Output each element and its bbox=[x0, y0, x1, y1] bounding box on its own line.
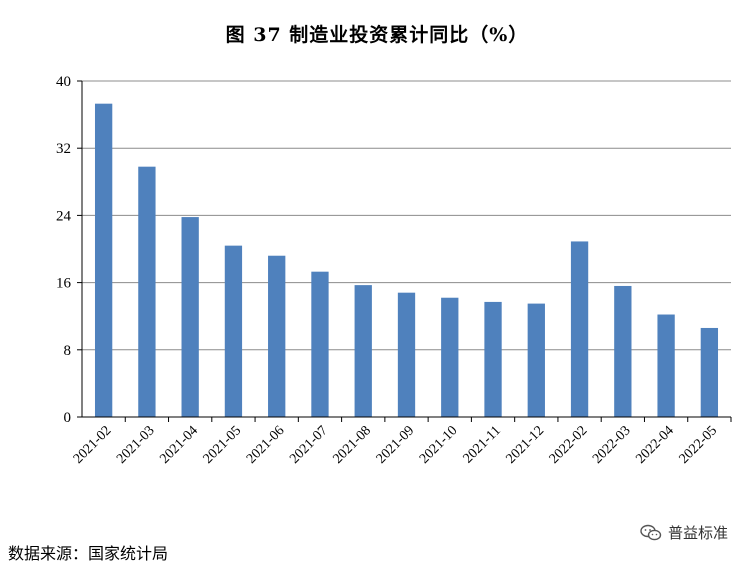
y-tick-label: 8 bbox=[64, 343, 72, 359]
x-tick-label: 2021-03 bbox=[114, 423, 158, 467]
x-tick-label: 2021-09 bbox=[374, 423, 418, 467]
bar bbox=[268, 255, 286, 417]
bar bbox=[94, 103, 113, 418]
bar bbox=[484, 301, 502, 417]
x-tick-label: 2021-06 bbox=[244, 423, 288, 467]
x-tick-label: 2022-05 bbox=[677, 423, 721, 467]
bar bbox=[354, 285, 372, 417]
bar bbox=[570, 241, 589, 417]
x-tick-label: 2021-02 bbox=[71, 423, 115, 467]
x-tick-label: 2022-03 bbox=[590, 423, 634, 467]
x-tick-label: 2022-02 bbox=[547, 423, 591, 467]
x-tick-label: 2022-04 bbox=[633, 423, 677, 467]
watermark: 普益标准 bbox=[640, 522, 728, 543]
x-tick-label: 2021-10 bbox=[417, 423, 461, 467]
x-tick-label: 2021-11 bbox=[461, 423, 504, 466]
x-tick-label: 2021-05 bbox=[201, 423, 245, 467]
x-tick-label: 2021-12 bbox=[504, 423, 548, 467]
x-tick-label: 2021-04 bbox=[157, 423, 201, 467]
y-tick-labels: 0 8 16 24 32 40 bbox=[56, 74, 72, 426]
bars bbox=[94, 103, 719, 418]
bar bbox=[138, 166, 156, 417]
axes bbox=[77, 80, 732, 422]
x-tick-label: 2021-08 bbox=[330, 423, 374, 467]
bar bbox=[441, 297, 459, 417]
y-tick-label: 24 bbox=[56, 208, 72, 224]
y-tick-label: 32 bbox=[56, 141, 71, 157]
watermark-text: 普益标准 bbox=[667, 524, 728, 542]
bar bbox=[657, 314, 675, 417]
y-tick-label: 40 bbox=[56, 74, 71, 90]
bar bbox=[527, 303, 545, 417]
wechat-icon bbox=[640, 524, 662, 542]
bar bbox=[397, 292, 416, 417]
x-tick-label: 2021-07 bbox=[287, 423, 331, 467]
y-tick-label: 0 bbox=[64, 410, 72, 426]
chart-title: 图 37 制造业投资累计同比（%） bbox=[225, 24, 529, 46]
bar bbox=[614, 285, 632, 417]
bar bbox=[700, 327, 719, 417]
source-note: 数据来源：国家统计局 bbox=[8, 544, 169, 563]
x-tick-labels: 2021-02 2021-03 2021-04 2021-05 2021-06 2021-… bbox=[71, 423, 720, 467]
bar bbox=[224, 245, 243, 417]
bar bbox=[181, 217, 199, 417]
bar bbox=[311, 271, 329, 417]
y-tick-label: 16 bbox=[56, 276, 72, 292]
